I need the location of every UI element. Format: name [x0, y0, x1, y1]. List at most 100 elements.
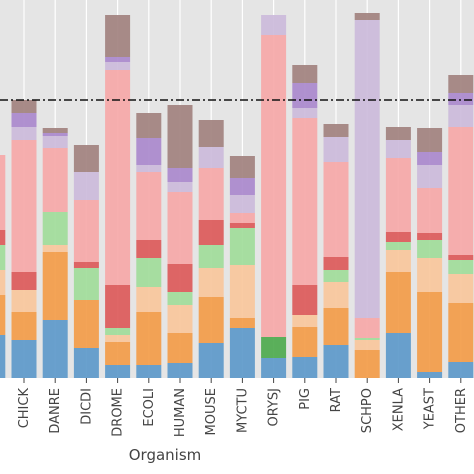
bar-segment	[42, 136, 68, 148]
bar-segment	[354, 340, 380, 350]
bar-segment	[136, 287, 162, 312]
bar-segment	[417, 152, 443, 165]
bar-segment	[11, 340, 37, 378]
bar-segment	[42, 320, 68, 378]
bar-segment	[167, 168, 193, 182]
bar-segment	[417, 258, 443, 292]
bar-segment	[229, 156, 255, 178]
bar-segment	[448, 93, 474, 105]
bar-segment	[448, 75, 474, 93]
bar-segment	[198, 220, 224, 245]
bar-segment	[0, 295, 6, 335]
bar-segment	[354, 20, 380, 318]
x-tick-label: PIG	[298, 388, 313, 410]
bar-segment	[73, 348, 99, 378]
bar-segment	[417, 240, 443, 258]
x-tick-label: RAT	[329, 388, 344, 412]
bar-segment	[73, 300, 99, 348]
bar-segment	[229, 213, 255, 223]
x-tick-label: XENLA	[391, 388, 406, 431]
bar-segment	[385, 158, 411, 232]
x-tick-label: DICDI	[79, 388, 94, 425]
bar-segment	[323, 270, 349, 282]
bar-segment	[105, 70, 131, 285]
bar-segment	[198, 297, 224, 343]
bar-segment	[167, 305, 193, 333]
bar-segment	[261, 337, 287, 358]
bar-segment	[354, 318, 380, 338]
bar-segment	[11, 113, 37, 127]
bar-segment	[417, 292, 443, 372]
bar-segment	[105, 285, 131, 328]
x-tick-label: YEAST	[423, 388, 438, 430]
bar-segment	[354, 350, 380, 378]
bar-segment	[323, 282, 349, 308]
bar-segment	[323, 345, 349, 378]
bar-segment	[354, 13, 380, 20]
bar-segment	[42, 252, 68, 320]
x-tick-label: ECOLI	[142, 388, 157, 427]
bar-segment	[292, 108, 318, 118]
bar-segment	[261, 35, 287, 337]
x-tick-label: CHICK	[17, 388, 32, 429]
bar-segment	[448, 260, 474, 274]
bar-segment	[229, 318, 255, 328]
bar-segment	[105, 15, 131, 57]
bar-segment	[167, 333, 193, 363]
bar-segment	[292, 315, 318, 327]
bar-segment	[105, 62, 131, 70]
bar-segment	[323, 308, 349, 345]
bar-segment	[136, 312, 162, 365]
bar-segment	[292, 83, 318, 108]
x-tick-label: MYCTU	[235, 388, 250, 433]
bar-segment	[385, 250, 411, 272]
x-tick-label: DROME	[111, 388, 126, 437]
bar-segment	[385, 232, 411, 242]
bar-segment	[73, 145, 99, 172]
bar-segment	[42, 128, 68, 133]
bar-segment	[323, 137, 349, 162]
bar-segment	[136, 365, 162, 378]
bar-segment	[11, 272, 37, 290]
bar-segment	[448, 362, 474, 378]
bar-segment	[136, 138, 162, 165]
bar-segment	[167, 105, 193, 168]
bar-segment	[448, 255, 474, 260]
bar-segment	[292, 65, 318, 83]
bar-segment	[198, 245, 224, 268]
bar-segment	[417, 372, 443, 378]
bar-segment	[73, 262, 99, 268]
bar-segment	[229, 228, 255, 265]
bar-segment	[73, 268, 99, 300]
bar-segment	[448, 105, 474, 127]
bar-segment	[323, 257, 349, 270]
bar-segment	[229, 223, 255, 228]
bar-segment	[105, 365, 131, 378]
bar-segment	[385, 140, 411, 158]
bar-segment	[417, 188, 443, 233]
bar-segment	[417, 165, 443, 188]
bar-segment	[11, 290, 37, 312]
bar-segment	[198, 147, 224, 168]
bar-segment	[105, 328, 131, 335]
bar-segment	[105, 335, 131, 342]
bar-segment	[136, 258, 162, 287]
bar-segment	[385, 242, 411, 250]
bar-segment	[11, 140, 37, 272]
bar-segment	[323, 162, 349, 257]
bar-segment	[385, 333, 411, 378]
bar-segment	[73, 200, 99, 262]
bar-segment	[0, 230, 6, 245]
bar-segment	[136, 165, 162, 172]
bar-segment	[198, 268, 224, 297]
bar-segment	[136, 113, 162, 138]
bar-segment	[229, 265, 255, 318]
bar-segment	[167, 182, 193, 192]
bar-segment	[292, 357, 318, 378]
bar-segment	[229, 178, 255, 195]
bar-segment	[229, 328, 255, 378]
bar-segment	[292, 327, 318, 357]
bar-segment	[354, 338, 380, 340]
bars	[0, 13, 474, 378]
bar-segment	[448, 274, 474, 303]
